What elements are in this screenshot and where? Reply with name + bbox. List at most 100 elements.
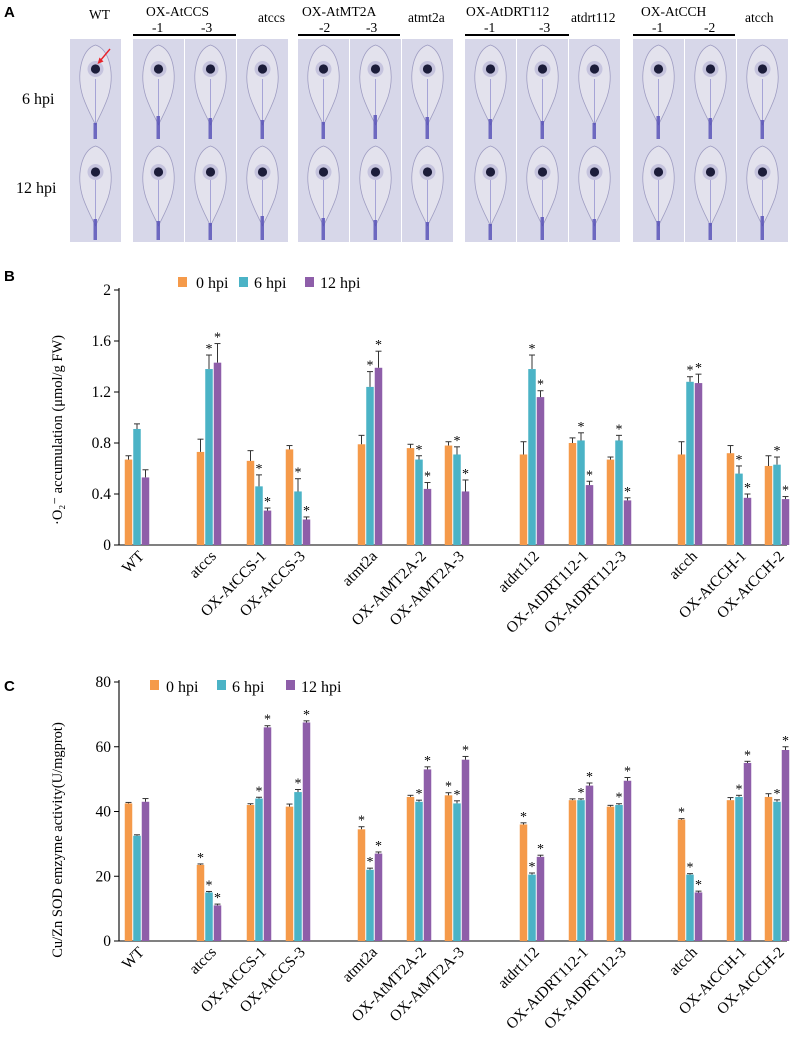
leaf-drawing: [474, 145, 507, 240]
leaf-drawing: [746, 145, 779, 240]
x-tick-label: WT: [119, 547, 148, 576]
col-label-atmt2a: atmt2a: [408, 10, 445, 25]
bar: [263, 727, 272, 941]
significance-star: *: [687, 861, 694, 876]
significance-star: *: [744, 748, 751, 763]
leaf-drawing: [578, 145, 611, 240]
leaf-drawing: [642, 44, 675, 139]
bar: [585, 785, 594, 941]
significance-star: *: [774, 444, 781, 459]
bar: [246, 805, 255, 941]
lesion-spot: [537, 64, 548, 74]
bar: [536, 397, 545, 545]
legend-0hpi-label: 0 hpi: [196, 275, 229, 292]
significance-star: *: [744, 481, 751, 496]
leaf-drawing: [359, 145, 392, 240]
bar: [686, 381, 694, 545]
leaf-drawing: [194, 44, 227, 139]
significance-star: *: [624, 485, 631, 500]
col-label-drt112-1: -1: [484, 20, 496, 35]
significance-star: *: [454, 788, 461, 803]
legend-swatch: [286, 680, 295, 690]
col-label-ccs-1: -1: [152, 20, 164, 35]
group-header-drt112: OX-AtDRT112: [466, 4, 550, 19]
lesion-spot: [205, 167, 216, 177]
panel-letter-a: A: [4, 4, 15, 21]
petiole-stain: [540, 121, 544, 139]
col-label-atccs: atccs: [258, 10, 285, 25]
significance-star: *: [214, 331, 221, 346]
petiole-stain: [373, 115, 377, 139]
lesion-spot: [318, 64, 329, 74]
y-tick-label: 0.8: [92, 435, 112, 452]
bar: [141, 477, 150, 545]
leaf-drawing: [359, 44, 392, 139]
y-tick-label: 0: [103, 537, 111, 554]
significance-star: *: [678, 806, 685, 821]
leaf-photo: [402, 140, 453, 242]
significance-star: *: [695, 878, 702, 893]
leaf-drawing: [578, 44, 611, 139]
bar: [764, 465, 773, 545]
leaf-photo: [298, 140, 349, 242]
petiole-stain: [373, 220, 377, 240]
lesion-spot: [589, 64, 600, 74]
bar: [423, 769, 432, 941]
y-tick-label: 60: [96, 739, 112, 756]
chart-sod-activity: 0 hpi 6 hpi 12 hpi Cu/Zn SOD emzyme acti…: [50, 674, 790, 1033]
leaf-photo: [465, 140, 516, 242]
leaf-drawing: [194, 145, 227, 240]
significance-star: *: [256, 462, 263, 477]
group-underline-ccs: [133, 34, 236, 36]
significance-star: *: [375, 839, 382, 854]
col-label-mt2a-3: -3: [366, 20, 378, 35]
leaf-photo: [633, 39, 684, 141]
bar: [263, 510, 272, 545]
panel-letter-b: B: [4, 268, 15, 285]
lesion-spot: [757, 167, 768, 177]
petiole-stain: [425, 117, 429, 139]
significance-star: *: [537, 842, 544, 857]
bar: [444, 445, 453, 545]
significance-star: *: [624, 765, 631, 780]
petiole-stain: [540, 217, 544, 240]
bar: [764, 796, 773, 941]
lesion-spot: [370, 167, 381, 177]
significance-star: *: [520, 810, 527, 825]
bar: [302, 519, 311, 545]
x-tick-label: OX-AtCCH-2: [714, 548, 788, 622]
row-label-6hpi: 6 hpi: [22, 91, 55, 108]
significance-star: *: [264, 495, 271, 510]
bar: [294, 792, 302, 941]
significance-star: *: [424, 754, 431, 769]
leaf-photo: [737, 39, 788, 141]
leaf-image-panel: A WT OX-AtCCS atccs OX-AtMT2A atmt2a OX-…: [0, 0, 790, 250]
y-tick-label: 80: [96, 674, 112, 691]
group-header-mt2a: OX-AtMT2A: [302, 4, 377, 19]
y-tick-label: 20: [96, 868, 112, 885]
panel-letter-c: C: [4, 678, 15, 695]
bar: [568, 443, 577, 545]
bar: [528, 874, 536, 941]
leaf-drawing: [79, 44, 112, 139]
lesion-spot: [705, 167, 716, 177]
bar: [623, 780, 632, 941]
leaf-photo: [237, 140, 288, 242]
col-label-cch-2: -2: [704, 20, 716, 35]
significance-star: *: [578, 420, 585, 435]
significance-star: *: [367, 855, 374, 870]
bar: [726, 800, 735, 941]
lesion-spot: [589, 167, 600, 177]
legend-swatch: [217, 680, 226, 690]
bar: [694, 383, 703, 545]
significance-star: *: [206, 878, 213, 893]
bar: [606, 459, 615, 545]
petiole-stain: [208, 118, 212, 139]
legend-swatch: [150, 680, 159, 690]
leaf-photo: [133, 39, 184, 141]
legend-swatch: [305, 277, 314, 287]
x-tick-label: atcch: [666, 548, 701, 583]
bar: [294, 491, 302, 545]
leaf-photo: [685, 140, 736, 242]
